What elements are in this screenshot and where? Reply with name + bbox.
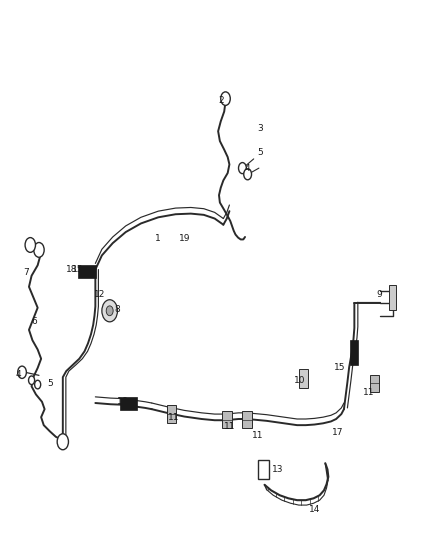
Text: 11: 11 bbox=[168, 413, 179, 422]
Text: 9: 9 bbox=[377, 289, 382, 298]
Circle shape bbox=[106, 306, 113, 316]
Circle shape bbox=[28, 376, 35, 385]
Text: 7: 7 bbox=[23, 268, 29, 277]
Circle shape bbox=[57, 434, 68, 450]
Text: 19: 19 bbox=[179, 235, 190, 244]
Circle shape bbox=[102, 300, 117, 322]
Text: 3: 3 bbox=[258, 124, 263, 133]
Bar bbox=[350, 340, 358, 365]
Text: 11: 11 bbox=[252, 431, 264, 440]
Circle shape bbox=[221, 92, 230, 106]
Text: 15: 15 bbox=[334, 364, 345, 373]
Circle shape bbox=[34, 243, 44, 257]
Text: 12: 12 bbox=[94, 289, 106, 298]
Text: 6: 6 bbox=[32, 317, 38, 326]
Circle shape bbox=[35, 380, 41, 389]
Bar bbox=[222, 411, 232, 428]
Text: 17: 17 bbox=[332, 428, 343, 437]
Bar bbox=[242, 411, 252, 428]
Circle shape bbox=[18, 366, 26, 378]
Text: 15: 15 bbox=[72, 265, 84, 274]
Bar bbox=[166, 406, 176, 423]
Text: 2: 2 bbox=[219, 96, 224, 105]
Bar bbox=[370, 375, 379, 392]
Text: 13: 13 bbox=[272, 465, 283, 474]
Text: 18: 18 bbox=[66, 265, 77, 274]
Circle shape bbox=[25, 238, 35, 252]
Text: 11: 11 bbox=[224, 422, 236, 431]
Text: 1: 1 bbox=[155, 235, 161, 244]
Text: 5: 5 bbox=[47, 379, 53, 388]
Circle shape bbox=[239, 163, 246, 174]
Bar bbox=[78, 265, 96, 278]
Text: 10: 10 bbox=[293, 376, 305, 385]
Circle shape bbox=[244, 169, 251, 180]
Text: 8: 8 bbox=[114, 305, 120, 314]
Text: 4: 4 bbox=[244, 164, 250, 173]
Text: 4: 4 bbox=[16, 369, 21, 378]
Bar bbox=[258, 459, 268, 479]
Bar bbox=[389, 285, 396, 310]
Text: 11: 11 bbox=[363, 388, 374, 397]
Text: 5: 5 bbox=[258, 148, 263, 157]
Text: 14: 14 bbox=[309, 505, 320, 514]
Bar bbox=[120, 398, 138, 410]
Text: 16: 16 bbox=[117, 397, 128, 406]
Bar bbox=[299, 369, 308, 387]
